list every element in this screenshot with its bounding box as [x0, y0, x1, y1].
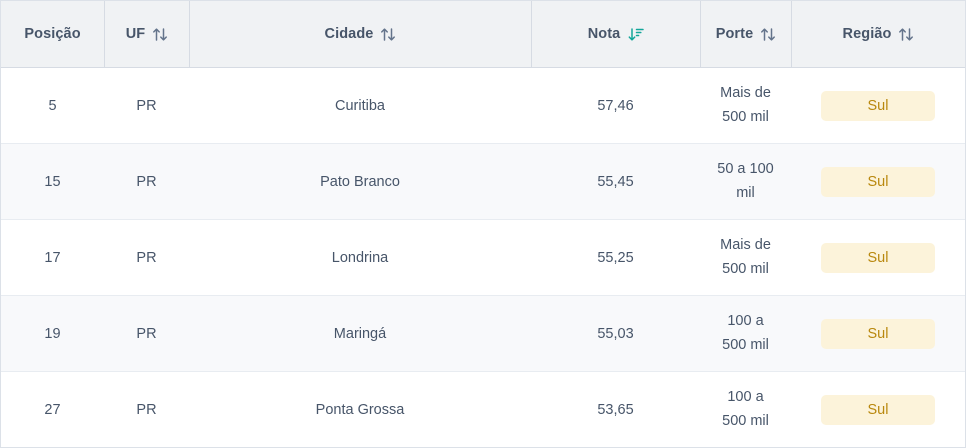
- cell-uf: PR: [136, 401, 157, 418]
- table-row: 27 PR Ponta Grossa 53,65 100 a 500 mil S…: [1, 372, 965, 447]
- cell-nota: 53,65: [597, 401, 634, 418]
- column-header-cidade[interactable]: Cidade: [189, 1, 531, 67]
- table-row: 17 PR Londrina 55,25 Mais de 500 mil Sul: [1, 220, 965, 296]
- cell-nota: 55,03: [597, 325, 634, 342]
- cell-cidade: Maringá: [333, 325, 387, 342]
- cell-posicao: 5: [48, 97, 57, 114]
- cell-regiao: Sul: [791, 296, 965, 371]
- column-label: Região: [842, 26, 892, 42]
- cell-posicao: 19: [44, 325, 61, 342]
- cell-porte: 100 a 500 mil: [722, 389, 769, 429]
- cell-porte: Mais de 500 mil: [720, 237, 771, 277]
- cell-regiao: Sul: [791, 220, 965, 295]
- sort-arrows-up-down-icon: [152, 27, 168, 42]
- cell-uf: PR: [136, 97, 157, 114]
- cell-uf: PR: [136, 249, 157, 266]
- sort-descending-icon: [627, 27, 645, 42]
- column-header-regiao[interactable]: Região: [791, 1, 965, 67]
- column-header-porte[interactable]: Porte: [700, 1, 791, 67]
- region-badge: Sul: [821, 90, 935, 121]
- table-header: Posição UF Cidade: [1, 1, 965, 68]
- column-label: UF: [125, 26, 146, 42]
- sort-arrows-up-down-icon: [760, 27, 776, 42]
- column-header-posicao: Posição: [1, 1, 104, 67]
- sort-arrows-up-down-icon: [898, 27, 914, 42]
- cell-posicao: 15: [44, 173, 61, 190]
- region-badge: Sul: [821, 394, 935, 425]
- cell-uf: PR: [136, 173, 157, 190]
- cell-regiao: Sul: [791, 372, 965, 447]
- region-badge: Sul: [821, 166, 935, 197]
- column-label: Posição: [24, 26, 81, 42]
- cell-cidade: Ponta Grossa: [315, 401, 405, 418]
- column-label: Porte: [715, 26, 754, 42]
- cell-posicao: 27: [44, 401, 61, 418]
- cell-cidade: Londrina: [331, 249, 389, 266]
- table-row: 5 PR Curitiba 57,46 Mais de 500 mil Sul: [1, 68, 965, 144]
- cell-uf: PR: [136, 325, 157, 342]
- cell-regiao: Sul: [791, 144, 965, 219]
- cell-porte: Mais de 500 mil: [720, 85, 771, 125]
- region-badge: Sul: [821, 318, 935, 349]
- table-row: 15 PR Pato Branco 55,45 50 a 100 mil Sul: [1, 144, 965, 220]
- sort-arrows-up-down-icon: [380, 27, 396, 42]
- column-label: Nota: [587, 26, 621, 42]
- cell-cidade: Curitiba: [335, 97, 385, 114]
- cell-nota: 55,25: [597, 249, 634, 266]
- column-label: Cidade: [324, 26, 374, 42]
- cell-nota: 57,46: [597, 97, 634, 114]
- cell-regiao: Sul: [791, 68, 965, 143]
- cell-cidade: Pato Branco: [320, 173, 400, 190]
- column-header-nota[interactable]: Nota: [531, 1, 700, 67]
- cell-posicao: 17: [44, 249, 61, 266]
- cell-nota: 55,45: [597, 173, 634, 190]
- cell-porte: 100 a 500 mil: [722, 313, 769, 353]
- table-body: 5 PR Curitiba 57,46 Mais de 500 mil Sul …: [1, 68, 965, 447]
- column-header-uf[interactable]: UF: [104, 1, 189, 67]
- region-badge: Sul: [821, 242, 935, 273]
- cell-porte: 50 a 100 mil: [717, 161, 774, 201]
- table-row: 19 PR Maringá 55,03 100 a 500 mil Sul: [1, 296, 965, 372]
